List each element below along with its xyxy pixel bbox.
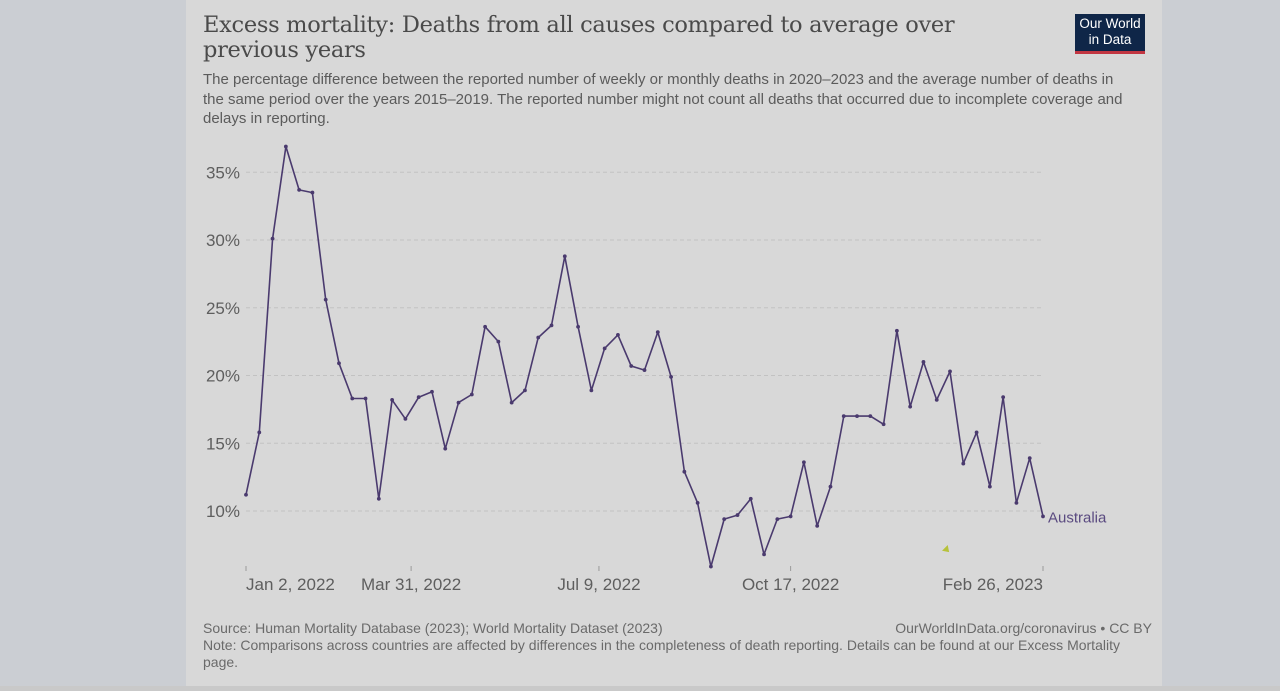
- data-point: [841, 414, 846, 419]
- data-point: [576, 324, 580, 329]
- data-point: [974, 430, 979, 435]
- data-point: [536, 335, 541, 340]
- data-point: [257, 430, 262, 435]
- data-point: [881, 422, 886, 427]
- data-point: [1041, 514, 1045, 519]
- bottom-edge: [0, 686, 1280, 691]
- data-point: [908, 404, 913, 409]
- data-point: [616, 332, 620, 337]
- data-point: [748, 496, 753, 501]
- data-point: [788, 514, 793, 519]
- data-point: [244, 492, 248, 497]
- chart-frame: Excess mortality: Deaths from all causes…: [186, 0, 1162, 686]
- data-point: [961, 461, 966, 466]
- data-point: [416, 395, 421, 400]
- data-point: [815, 524, 820, 528]
- data-point: [430, 389, 434, 394]
- data-point: [270, 236, 275, 241]
- y-tick-label: 35%: [206, 163, 240, 182]
- y-tick-label: 25%: [206, 299, 240, 318]
- data-point: [350, 396, 355, 401]
- x-tick-label: Oct 17, 2022: [742, 575, 839, 594]
- data-point: [775, 517, 780, 522]
- data-point: [1014, 500, 1019, 505]
- data-point: [337, 361, 341, 366]
- x-tick-label: Mar 31, 2022: [361, 575, 461, 594]
- y-tick-label: 20%: [206, 367, 240, 386]
- data-point: [469, 392, 474, 397]
- source-text: Source: Human Mortality Database (2023);…: [203, 620, 663, 636]
- data-point: [589, 388, 594, 393]
- y-tick-label: 15%: [206, 434, 240, 453]
- data-point: [921, 360, 926, 364]
- data-point: [868, 414, 873, 419]
- y-tick-label: 30%: [206, 231, 240, 250]
- series-line-australia: [245, 145, 1044, 568]
- data-point: [669, 374, 673, 379]
- x-tick-label: Feb 26, 2023: [943, 575, 1043, 594]
- data-point: [682, 469, 687, 474]
- grid-lines: [246, 171, 1043, 512]
- x-axis-ticks: Jan 2, 2022 Mar 31, 2022 Jul 9, 2022 Oct 17…: [245, 566, 1044, 594]
- data-point: [376, 496, 381, 501]
- data-point: [443, 446, 448, 451]
- x-tick-label: Jul 9, 2022: [557, 575, 640, 594]
- note-text: Note: Comparisons across countries are a…: [203, 637, 1120, 670]
- y-axis-ticks: 10% 15% 20% 25% 30% 35%: [206, 163, 240, 521]
- logo-line-1: Our World: [1079, 16, 1141, 31]
- chart-subtitle: The percentage difference between the re…: [203, 71, 1123, 127]
- data-point: [549, 323, 554, 328]
- data-point: [642, 368, 647, 372]
- data-point: [390, 397, 395, 402]
- data-point: [629, 364, 634, 368]
- chart-footer: Source: Human Mortality Database (2023);…: [203, 620, 1153, 671]
- data-point: [894, 328, 899, 333]
- series-group: Australia: [244, 144, 1107, 569]
- data-point: [855, 414, 859, 419]
- data-point: [363, 396, 368, 401]
- data-point: [456, 400, 461, 405]
- data-point: [695, 500, 700, 505]
- data-point: [283, 144, 288, 149]
- data-point: [934, 397, 939, 402]
- data-point: [722, 517, 727, 522]
- y-tick-label: 10%: [206, 502, 240, 521]
- data-point: [1001, 395, 1006, 400]
- data-point: [496, 339, 501, 344]
- data-point: [523, 388, 527, 393]
- data-point: [802, 460, 806, 465]
- series-label: Australia: [1048, 509, 1107, 526]
- data-point: [948, 369, 952, 374]
- data-point: [509, 400, 514, 405]
- data-point: [403, 416, 408, 421]
- x-tick-label: Jan 2, 2022: [246, 575, 335, 594]
- data-point: [828, 484, 833, 489]
- data-point: [735, 513, 740, 517]
- owid-logo[interactable]: Our World in Data: [1075, 14, 1145, 54]
- data-point: [297, 187, 302, 192]
- data-point: [709, 564, 713, 569]
- data-point: [323, 297, 328, 302]
- data-point: [655, 330, 660, 335]
- data-point: [602, 346, 607, 351]
- source-link[interactable]: OurWorldInData.org/coronavirus • CC BY: [895, 620, 1152, 636]
- chart-title: Excess mortality: Deaths from all causes…: [203, 12, 955, 63]
- data-point: [310, 190, 315, 195]
- data-point: [562, 254, 567, 259]
- data-point: [1027, 456, 1032, 461]
- data-point: [762, 552, 766, 557]
- data-point: [483, 324, 487, 329]
- logo-line-2: in Data: [1088, 32, 1132, 47]
- data-point: [987, 484, 992, 489]
